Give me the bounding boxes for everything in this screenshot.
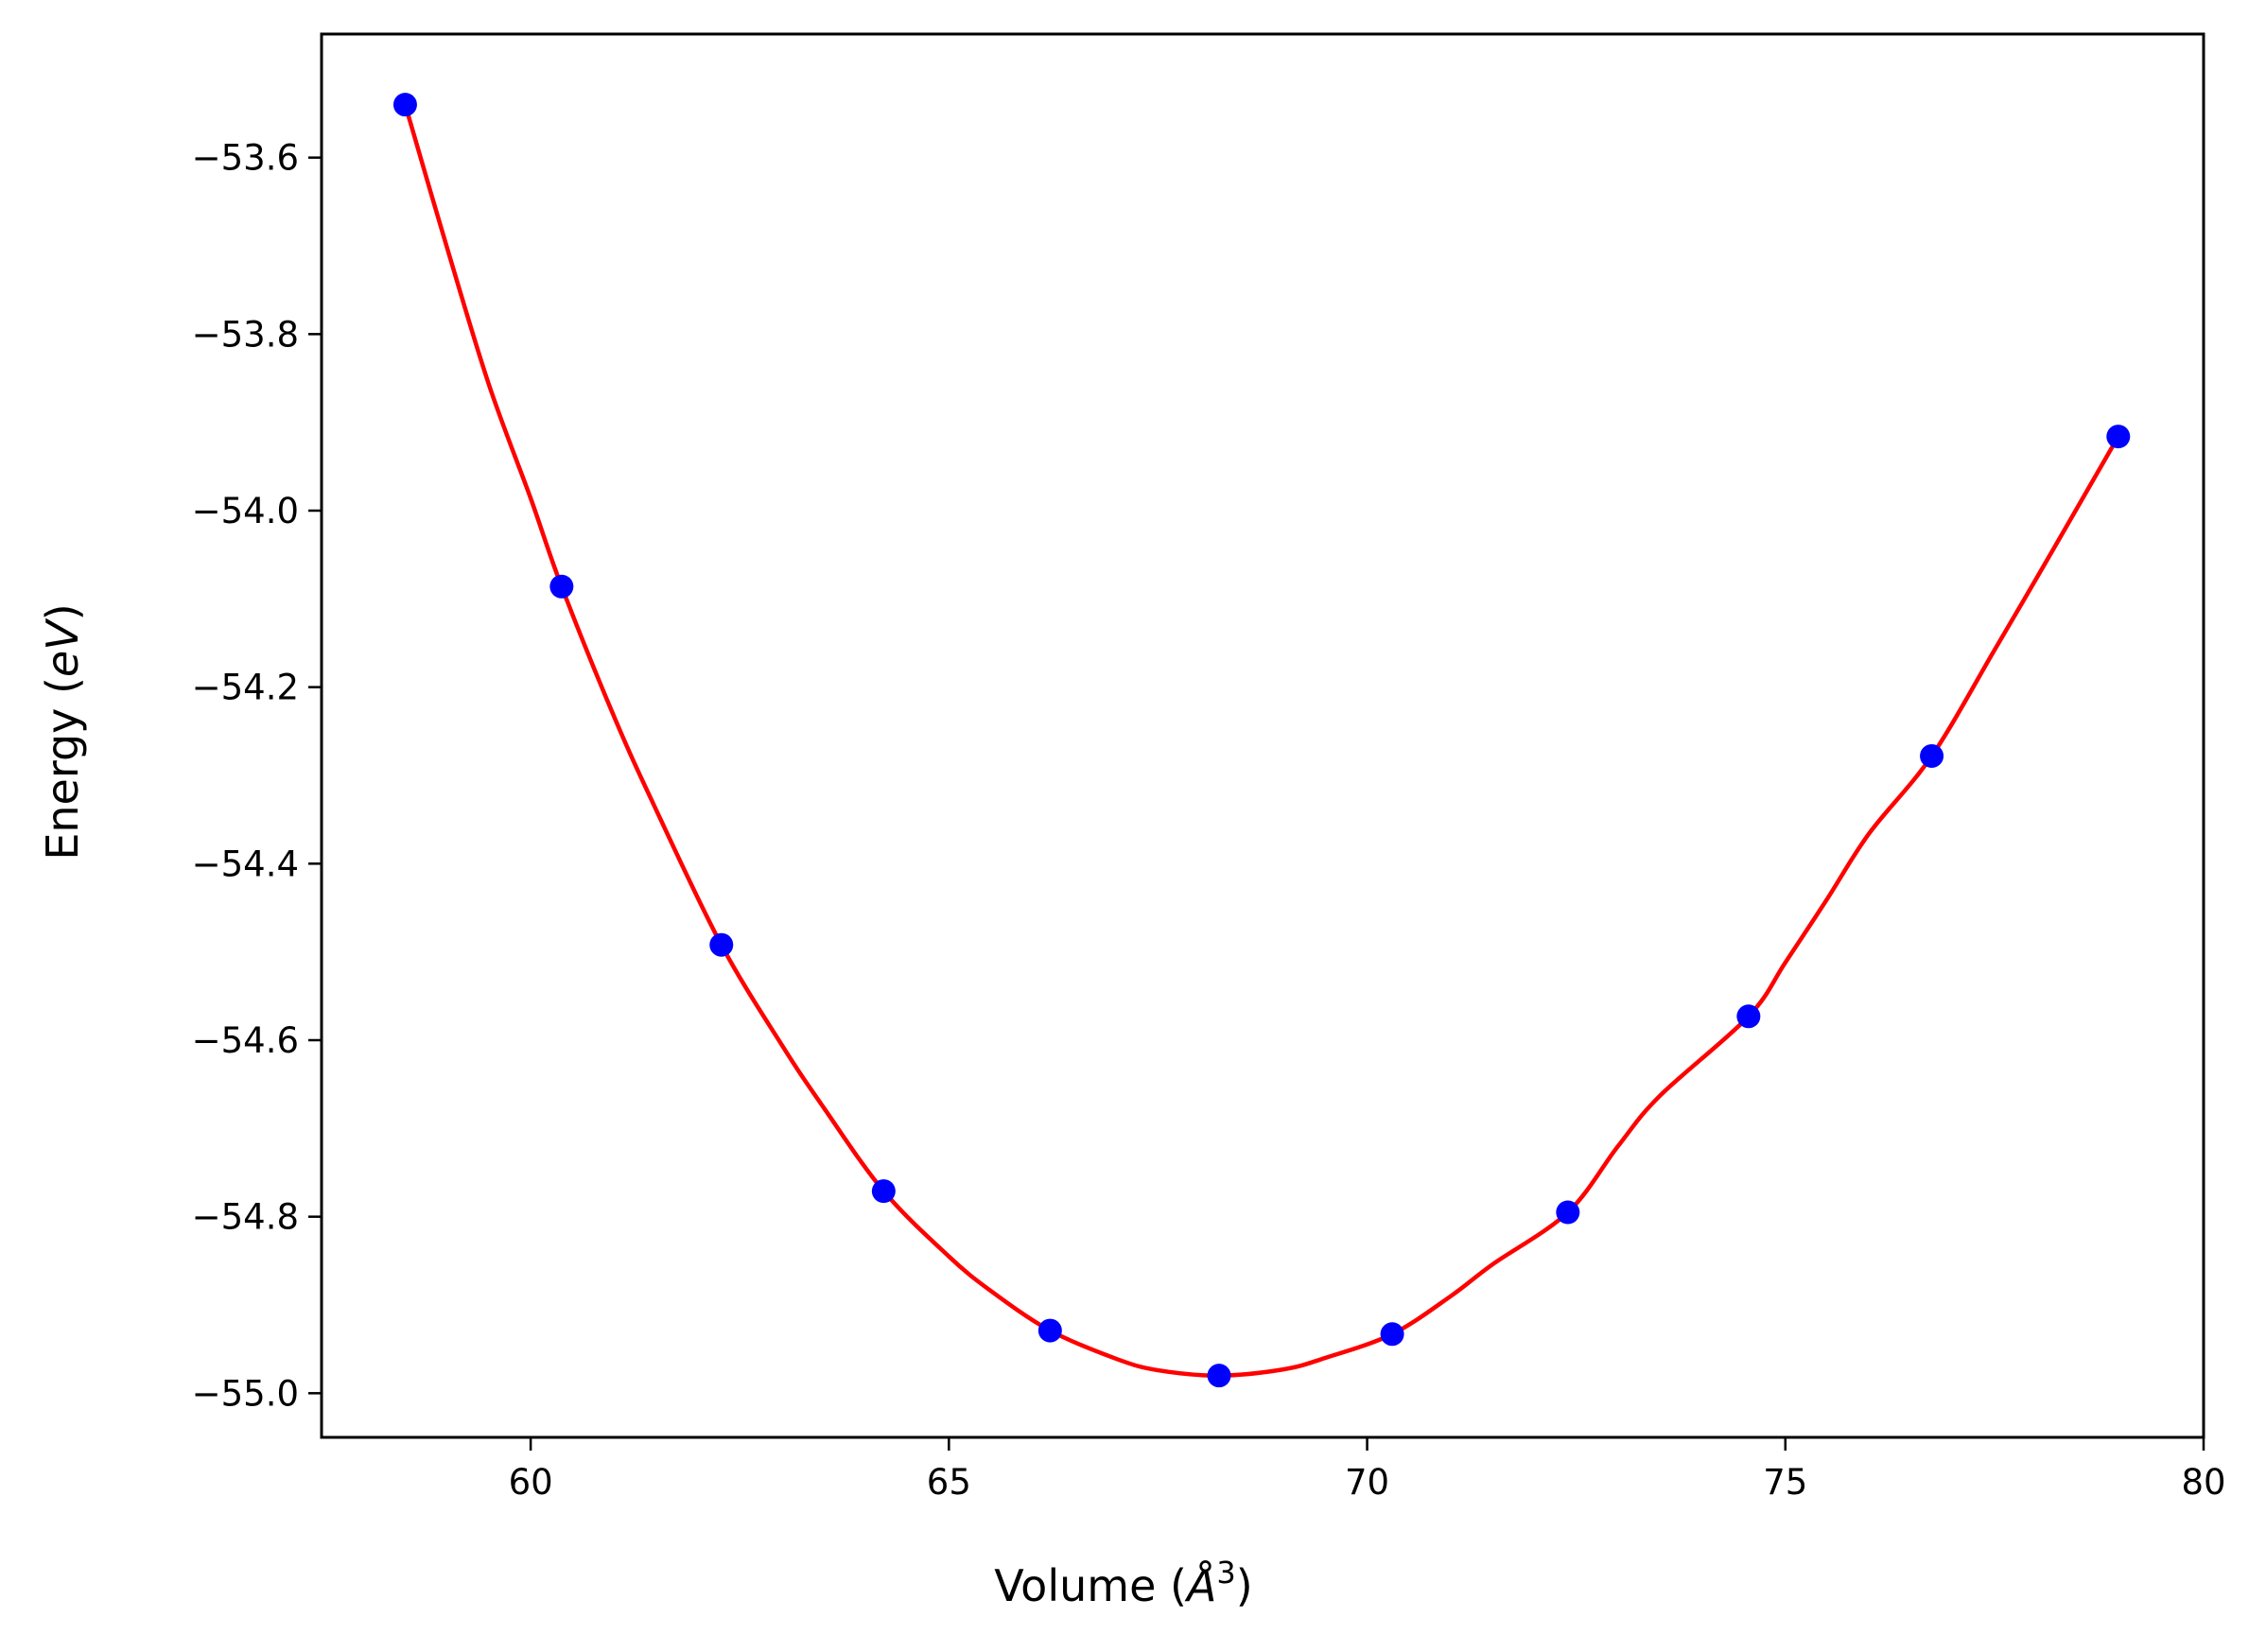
y-tick-label: −54.8 bbox=[192, 1197, 299, 1238]
x-tick-label: 80 bbox=[2181, 1462, 2225, 1503]
x-axis-ticks: 60 65 70 75 80 bbox=[509, 1437, 2226, 1503]
data-point bbox=[1920, 743, 1944, 768]
data-point bbox=[392, 93, 417, 117]
y-tick-label: −54.2 bbox=[192, 668, 299, 708]
data-point bbox=[1556, 1200, 1580, 1225]
y-tick-label: −54.0 bbox=[192, 491, 299, 531]
data-point bbox=[871, 1179, 896, 1204]
y-tick-label: −54.6 bbox=[192, 1020, 299, 1061]
data-point bbox=[709, 932, 734, 957]
x-tick-label: 60 bbox=[509, 1462, 553, 1503]
y-tick-label: −53.8 bbox=[192, 314, 299, 355]
data-point bbox=[1380, 1322, 1404, 1347]
axes-frame bbox=[320, 32, 2205, 1439]
x-tick-label: 75 bbox=[1763, 1462, 1807, 1503]
y-tick-label: −54.4 bbox=[192, 843, 299, 884]
y-tick-label: −55.0 bbox=[192, 1373, 299, 1414]
data-point bbox=[1207, 1364, 1231, 1388]
x-axis-label: Volume (Å3) bbox=[994, 1555, 1252, 1611]
plot-area bbox=[320, 32, 2205, 1439]
x-tick-label: 70 bbox=[1345, 1462, 1389, 1503]
data-point bbox=[2106, 425, 2131, 449]
y-tick-label: −53.6 bbox=[192, 138, 299, 179]
data-point bbox=[549, 574, 574, 599]
data-point bbox=[1736, 1004, 1761, 1029]
y-axis-label: Energy (eV) bbox=[37, 603, 88, 860]
y-axis-ticks: −53.6 −53.8 −54.0 −54.2 −54.4 −54.6 −54.8 −55.0 bbox=[192, 138, 322, 1414]
x-tick-label: 65 bbox=[927, 1462, 971, 1503]
data-points-layer bbox=[392, 93, 2131, 1388]
data-point bbox=[1037, 1318, 1062, 1343]
